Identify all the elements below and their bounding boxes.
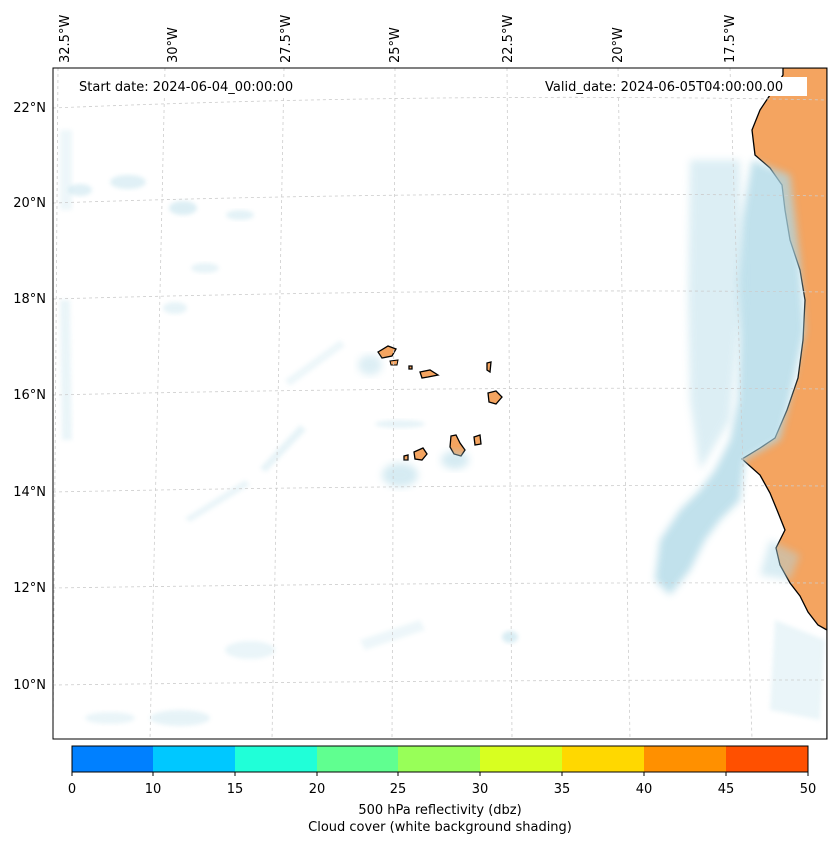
colorbar-tick-30: 30 [472,782,489,797]
cloud-cover [60,130,825,726]
start-date-label: Start date: 2024-06-04_00:00:00 [79,80,293,95]
colorbar-tick-50: 50 [800,782,817,797]
lon-label-32-5w: 32.5°W [58,15,73,63]
map-frame [52,67,828,740]
longitude-labels: 32.5°W 30°W 27.5°W 25°W 22.5°W 20°W 17.5… [58,15,738,63]
colorbar-tick-35: 35 [554,782,571,797]
island-brava [403,454,409,461]
start-date-box [73,77,313,96]
colorbar-tick-25: 25 [390,782,407,797]
valid-date-box [540,77,807,96]
colorbar-segment-0 [72,746,154,772]
colorbar-tick-45: 45 [718,782,735,797]
colorbar-segment-2 [235,746,317,772]
lon-label-20w: 20°W [611,27,626,63]
colorbar-segment-8 [726,746,808,772]
valid-date-label: Valid_date: 2024-06-05T04:00:00.00 [545,80,783,95]
island-fogo [413,447,428,461]
latitude-labels: 22°N 20°N 18°N 16°N 14°N 12°N 10°N [13,101,46,693]
colorbar-tick-15: 15 [227,782,244,797]
lon-label-17-5w: 17.5°W [723,15,738,63]
lon-label-22-5w: 22.5°W [501,15,516,63]
lon-label-30w: 30°W [166,27,181,63]
colorbar-title: 500 hPa reflectivity (dbz) [358,803,521,818]
colorbar-tick-40: 40 [636,782,653,797]
lat-label-18n: 18°N [13,292,46,307]
colorbar-tick-10: 10 [145,782,162,797]
graticule [53,68,827,739]
lon-label-27-5w: 27.5°W [279,15,294,63]
colorbar: 0 10 15 20 25 30 35 40 45 50 500 hPa ref… [68,745,817,835]
lat-label-20n: 20°N [13,196,46,211]
colorbar-segment-1 [153,746,235,772]
colorbar-segment-5 [480,746,562,772]
lon-label-25w: 25°W [388,27,403,63]
island-sal [486,361,492,374]
lat-label-14n: 14°N [13,485,46,500]
colorbar-segment-4 [398,746,480,772]
colorbar-tick-0: 0 [68,782,76,797]
islet-small [408,365,413,370]
lat-label-12n: 12°N [13,581,46,596]
island-maio [473,434,482,446]
lat-label-16n: 16°N [13,388,46,403]
colorbar-frame [71,745,809,773]
island-sao-nicolau [419,369,440,379]
colorbar-segment-7 [644,746,726,772]
lat-label-22n: 22°N [13,101,46,116]
colorbar-segment-6 [562,746,644,772]
lat-label-10n: 10°N [13,678,46,693]
colorbar-tick-20: 20 [309,782,326,797]
island-boa-vista [487,390,503,405]
colorbar-subtitle: Cloud cover (white background shading) [308,820,572,835]
colorbar-segment-3 [317,746,399,772]
